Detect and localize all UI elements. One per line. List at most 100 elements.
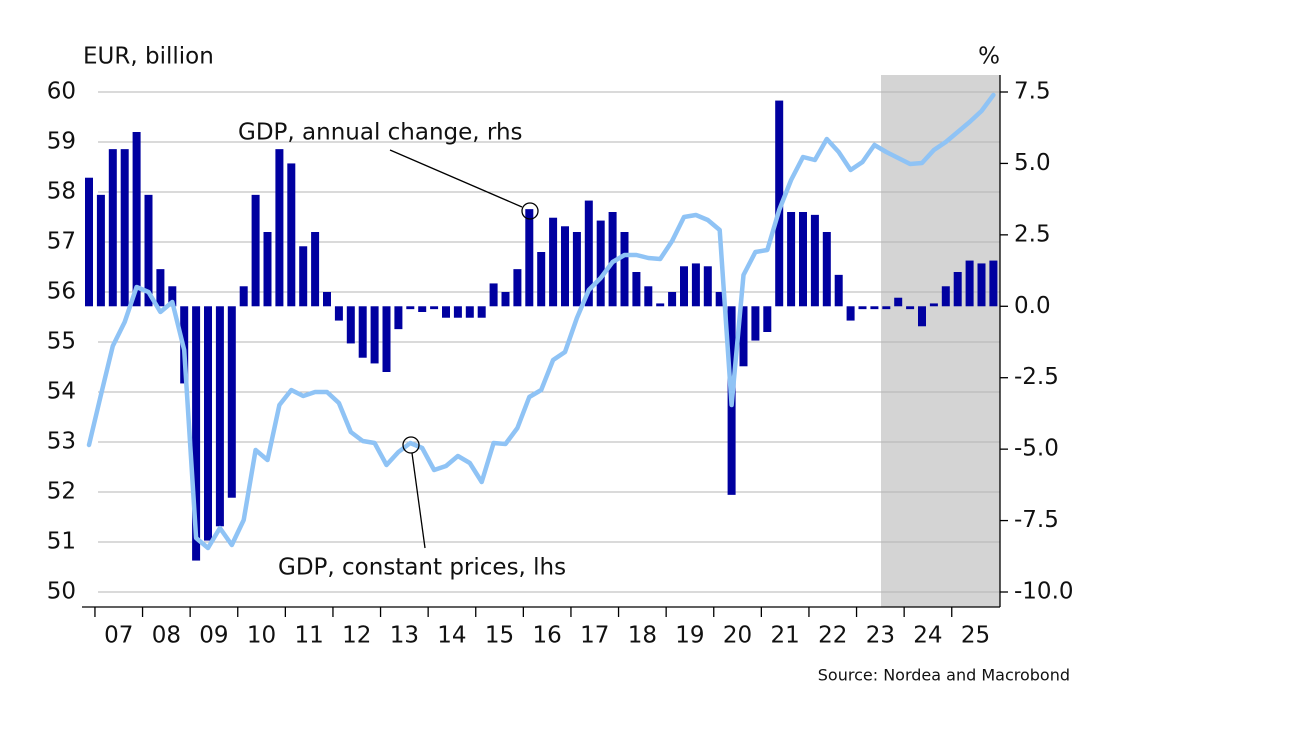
annotation-circle [402, 436, 420, 454]
y-tick-label: 50 [47, 579, 76, 605]
bar [251, 194, 260, 307]
bar [739, 306, 748, 367]
y2-tick-label: 5.0 [1014, 150, 1051, 176]
x-tick-label: 17 [580, 623, 609, 649]
bar [680, 266, 688, 307]
bar [513, 269, 522, 307]
bar [549, 217, 558, 307]
bar [299, 246, 308, 307]
x-tick-label: 22 [818, 623, 847, 649]
y2-tick-label: 7.5 [1014, 79, 1051, 105]
x-tick-label: 19 [675, 623, 704, 649]
x-tick-label: 12 [342, 623, 371, 649]
bar [858, 306, 867, 310]
bar [239, 286, 248, 307]
y-tick-label: 53 [47, 429, 76, 455]
bar [453, 306, 462, 318]
y-tick-label: 54 [47, 379, 76, 405]
bar [144, 194, 153, 307]
marks [85, 92, 998, 561]
bar [263, 232, 272, 307]
bar [834, 274, 843, 307]
bar [465, 306, 474, 318]
bar [953, 272, 962, 307]
bar [632, 272, 641, 307]
bar [763, 306, 772, 332]
bar [168, 286, 177, 307]
x-tick-label: 08 [152, 623, 181, 649]
bar [929, 303, 938, 307]
bar [156, 269, 165, 307]
y2-axis-label: % [978, 44, 1000, 70]
bar [787, 212, 796, 307]
line [86, 92, 996, 551]
x-tick-label: 15 [485, 623, 514, 649]
bar [703, 266, 712, 307]
bar [442, 306, 450, 318]
bar [489, 283, 498, 307]
bar [799, 212, 807, 307]
bar [108, 149, 117, 307]
bar [537, 252, 546, 307]
bar [620, 232, 629, 307]
bar [989, 260, 998, 307]
x-tick-label: 10 [247, 623, 276, 649]
bar [132, 132, 141, 307]
bar [323, 292, 331, 307]
y2-tick-label: -10.0 [1014, 579, 1074, 605]
x-tick-label: 07 [104, 623, 133, 649]
bar [418, 306, 427, 312]
bar [977, 263, 986, 307]
bar [668, 292, 677, 307]
bar [477, 306, 486, 318]
bar [275, 149, 284, 307]
y-tick-label: 57 [47, 229, 76, 255]
bar [870, 306, 879, 310]
y-tick-label: 56 [47, 279, 76, 305]
bar [810, 214, 819, 307]
bar [846, 306, 855, 321]
bar [382, 306, 391, 372]
bar [691, 263, 700, 307]
bar [525, 209, 534, 307]
bar [644, 286, 653, 307]
bar [775, 100, 784, 307]
x-tick-label: 24 [913, 623, 942, 649]
y2-tick-label: 0.0 [1014, 293, 1051, 319]
bar [965, 260, 974, 307]
forecast-shade [881, 75, 1000, 607]
y-tick-label: 58 [47, 179, 76, 205]
bar [334, 306, 343, 321]
bar [656, 303, 665, 307]
x-tick-label: 16 [533, 623, 562, 649]
bar [882, 306, 891, 310]
bar [430, 306, 439, 310]
bar [906, 306, 915, 310]
bar [120, 149, 129, 307]
x-tick-label: 11 [295, 623, 324, 649]
y-tick-label: 55 [47, 329, 76, 355]
bar [751, 306, 760, 341]
y2-tick-label: -5.0 [1014, 436, 1059, 462]
y2-tick-label: -2.5 [1014, 364, 1059, 390]
bar [227, 306, 236, 498]
x-tick-label: 13 [390, 623, 419, 649]
y-axis-label: EUR, billion [83, 44, 214, 70]
bar [96, 194, 105, 307]
bar [346, 306, 355, 344]
y2-tick-label: -7.5 [1014, 507, 1059, 533]
y2-tick-label: 2.5 [1014, 221, 1051, 247]
bar [822, 232, 831, 307]
bar [561, 226, 569, 307]
annotation-circle [521, 202, 539, 220]
bar [287, 163, 296, 307]
bar [596, 220, 605, 307]
source: Source: Nordea and Macrobond [818, 666, 1070, 685]
y-tick-label: 52 [47, 479, 76, 505]
bar [894, 297, 903, 307]
annotation-leader [389, 149, 523, 208]
bar [370, 306, 379, 364]
x-tick-label: 18 [628, 623, 657, 649]
x-tick-label: 09 [199, 623, 228, 649]
